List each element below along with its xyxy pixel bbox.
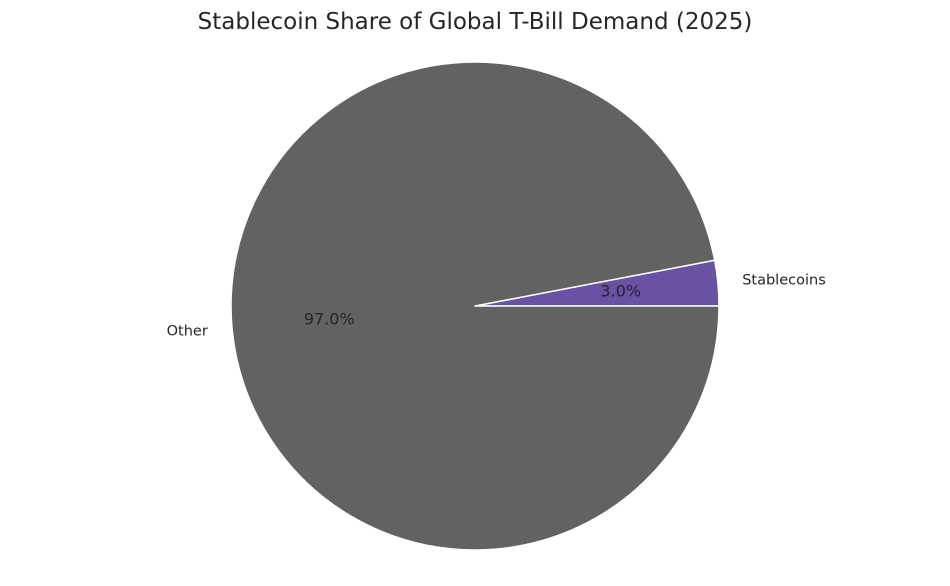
pie-slice-other [230, 61, 720, 551]
pie-labels: Stablecoins 3.0% Other 97.0% [167, 273, 826, 340]
slice-percent-label: 97.0% [304, 309, 355, 328]
slice-label: Other [167, 323, 208, 339]
chart-title: Stablecoin Share of Global T-Bill Demand… [198, 9, 753, 35]
slice-label: Stablecoins [742, 273, 826, 289]
pie-slices [230, 61, 720, 551]
slice-percent-label: 3.0% [600, 282, 641, 301]
